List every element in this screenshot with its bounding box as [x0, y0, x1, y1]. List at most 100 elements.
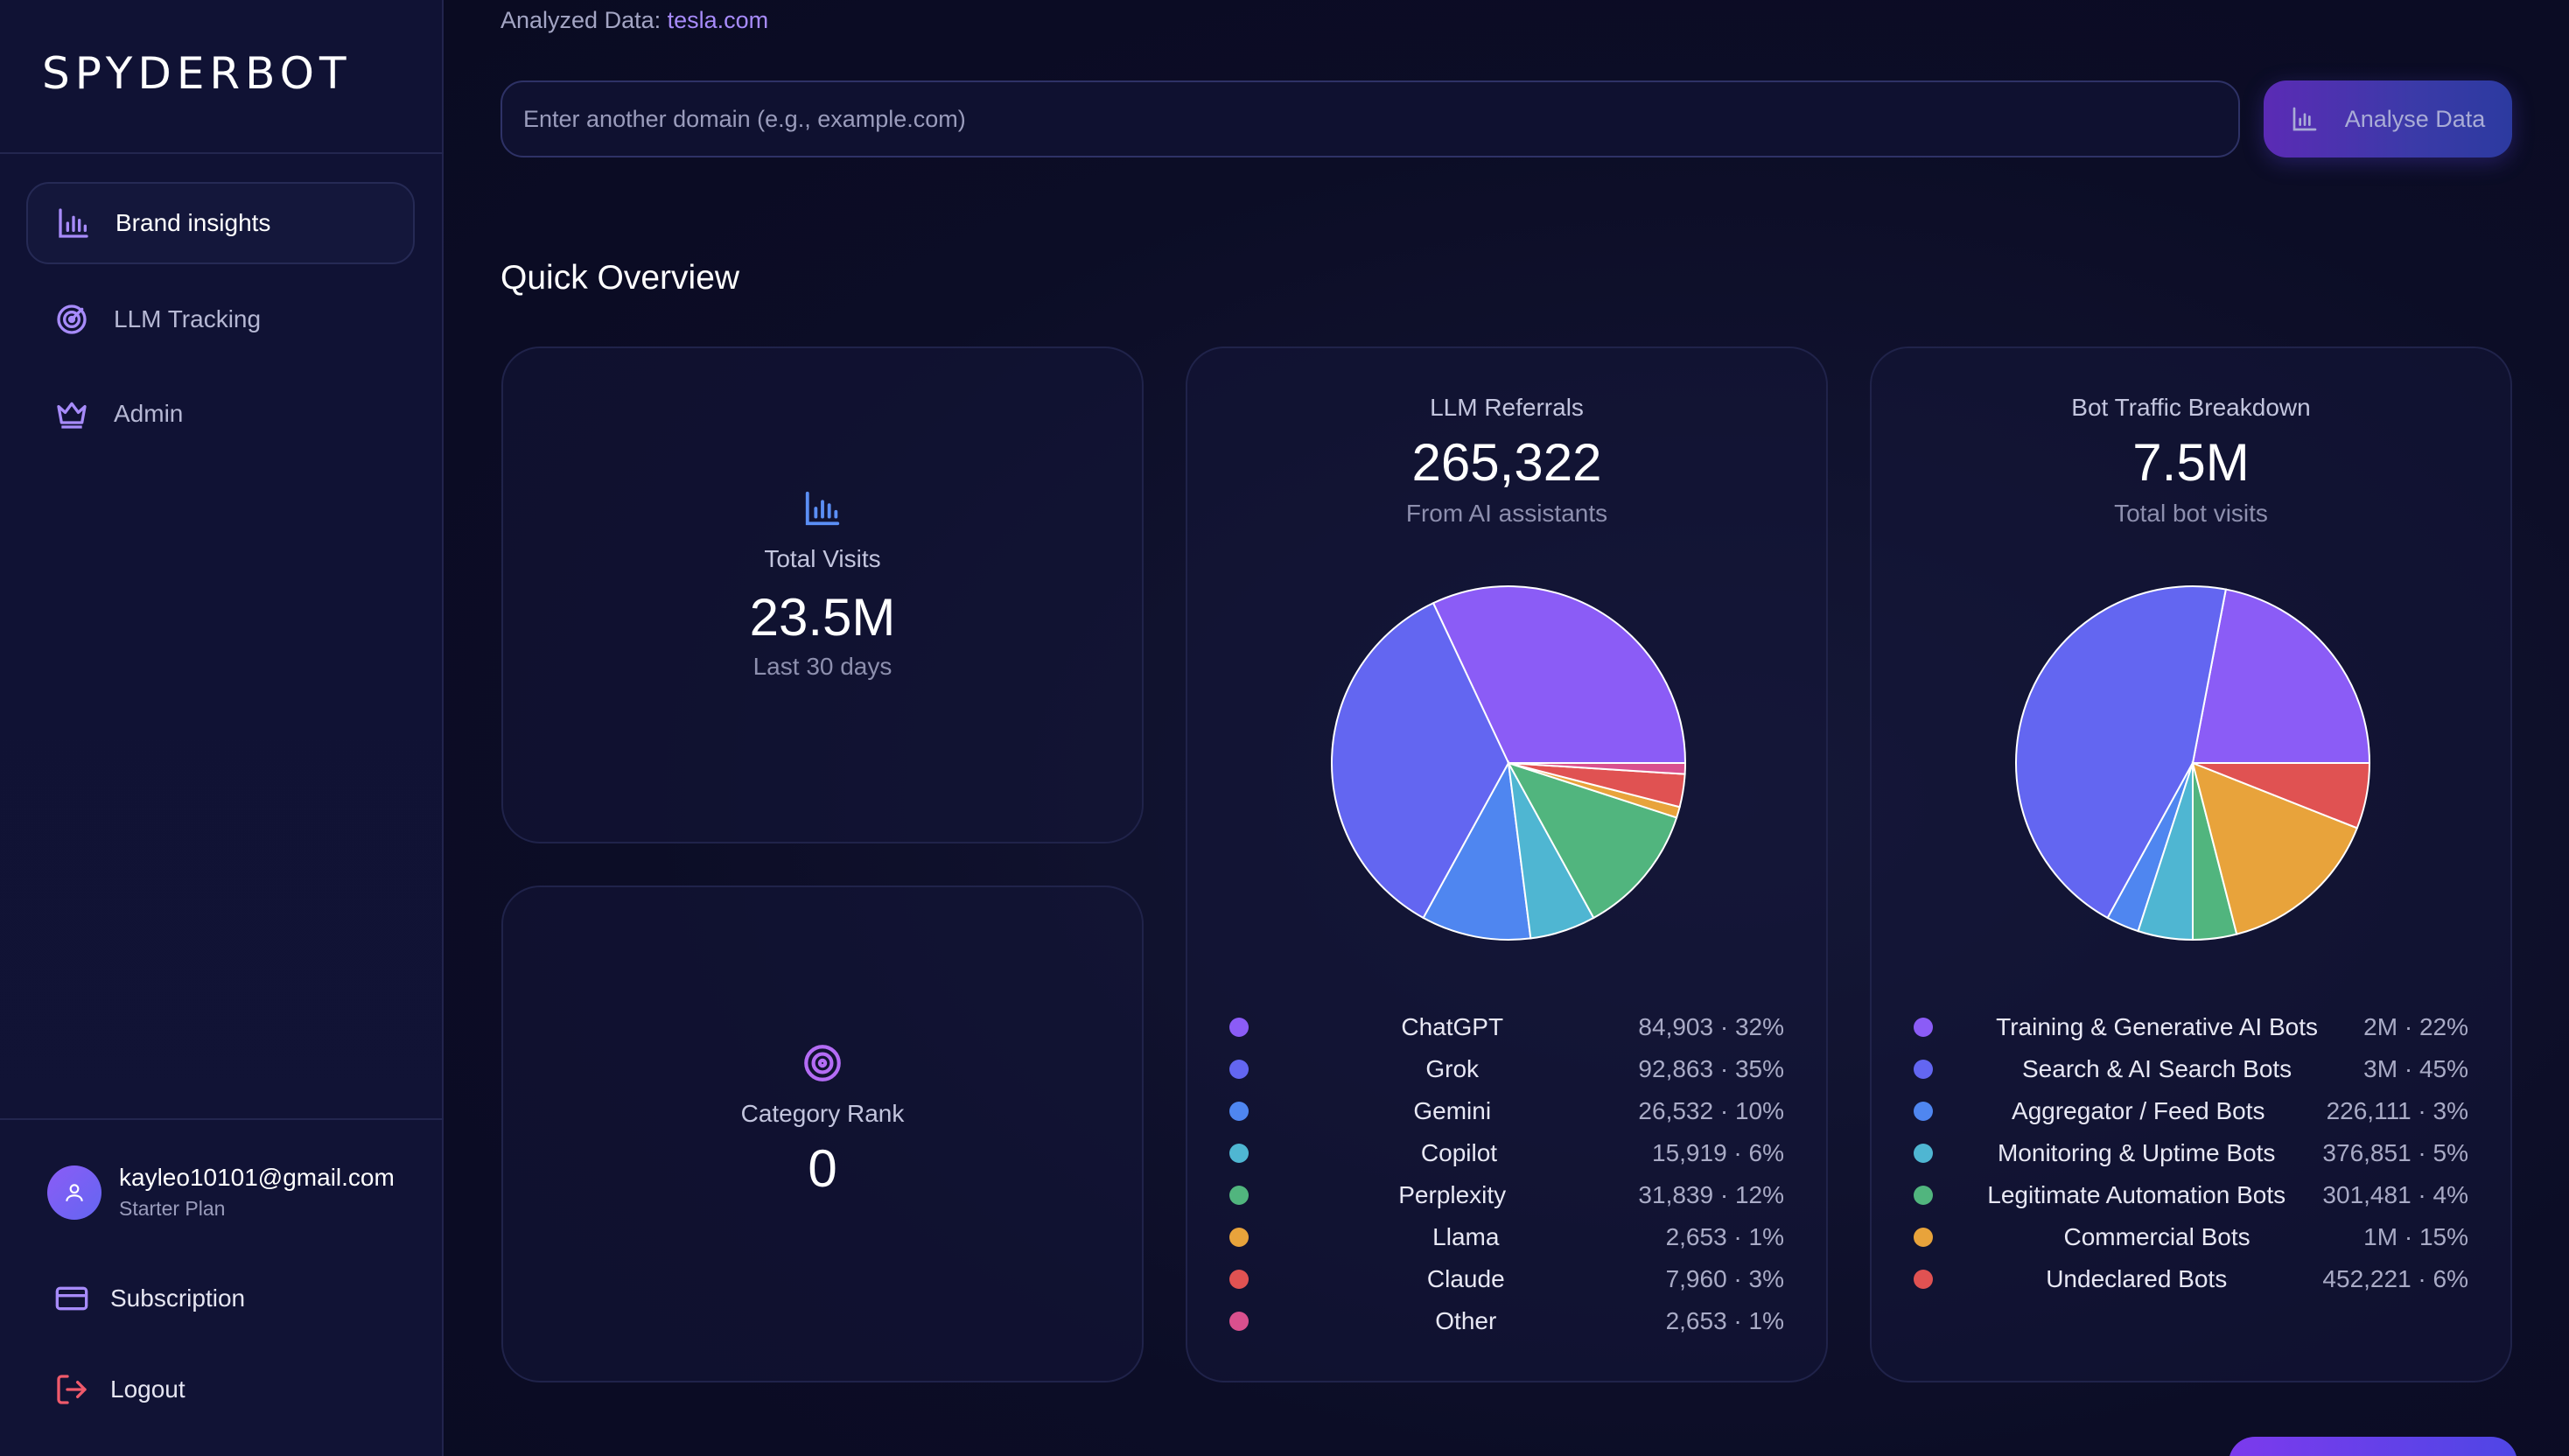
legend-swatch	[1914, 1144, 1933, 1163]
legend-item: Copilot 15,919 · 6%	[1229, 1132, 1784, 1174]
legend-label: Claude	[1426, 1265, 1505, 1292]
legend-value: 1M · 15%	[2363, 1223, 2468, 1250]
pie-slice[interactable]	[2192, 762, 2371, 830]
pie-slice[interactable]	[1508, 762, 1687, 775]
bar-chart-icon	[56, 206, 91, 241]
legend-label: ChatGPT	[1401, 1013, 1504, 1040]
legend-label: Llama	[1432, 1223, 1500, 1250]
sidebar-item-llm-tracking[interactable]: LLM Tracking	[26, 278, 415, 360]
sidebar-item-admin[interactable]: Admin	[26, 373, 415, 455]
legend-swatch	[1914, 1186, 1933, 1205]
analyzed-domain[interactable]: tesla.com	[667, 7, 769, 33]
legend-swatch	[1229, 1270, 1249, 1289]
legend-label: Commercial Bots	[2063, 1223, 2250, 1250]
user-plan: Starter Plan	[119, 1197, 226, 1220]
category-rank-value: 0	[808, 1139, 837, 1198]
logout-icon	[54, 1372, 89, 1407]
legend-item: Perplexity 31,839 · 12%	[1229, 1174, 1784, 1216]
category-rank-label: Category Rank	[740, 1100, 905, 1127]
chart-headline: 265,322	[1411, 433, 1602, 492]
legend-item: Grok 92,863 · 35%	[1229, 1048, 1784, 1090]
analyzed-label: Analyzed Data:	[500, 7, 662, 33]
credit-card-icon	[54, 1281, 89, 1316]
sidebar: SPYDERBOT Brand insights LLM Tracking Ad…	[0, 0, 444, 1456]
legend-value: 31,839 · 12%	[1638, 1181, 1784, 1208]
avatar	[47, 1165, 102, 1220]
sidebar-item-brand-insights[interactable]: Brand insights	[26, 182, 415, 264]
legend-value: 15,919 · 6%	[1652, 1139, 1784, 1166]
legend-swatch	[1914, 1060, 1933, 1079]
app-logo[interactable]: SPYDERBOT	[42, 48, 352, 99]
pie-slice[interactable]	[2015, 585, 2228, 920]
pie-slice[interactable]	[2191, 761, 2359, 935]
legend-swatch	[1914, 1102, 1933, 1121]
legend-item: Search & AI Search Bots 3M · 45%	[1914, 1048, 2468, 1090]
bottom-action-button[interactable]	[2229, 1437, 2517, 1456]
legend-swatch	[1914, 1270, 1933, 1289]
section-title: Quick Overview	[500, 259, 740, 297]
bot-traffic-legend: Training & Generative AI Bots 2M · 22% Sea…	[1914, 1006, 2468, 1300]
pie-slice[interactable]	[2191, 588, 2371, 764]
pie-slice[interactable]	[1331, 601, 1510, 920]
user-icon	[66, 1183, 83, 1201]
legend-item: Claude 7,960 · 3%	[1229, 1258, 1784, 1300]
legend-swatch	[1229, 1228, 1249, 1247]
legend-item: Legitimate Automation Bots 301,481 · 4%	[1914, 1174, 2468, 1216]
total-visits-sub: Last 30 days	[752, 653, 892, 680]
legend-value: 226,111 · 3%	[2326, 1097, 2468, 1124]
legend-label: Gemini	[1413, 1097, 1492, 1124]
user-profile[interactable]: kayleo10101@gmail.com Starter Plan	[47, 1164, 395, 1221]
legend-item: Llama 2,653 · 1%	[1229, 1216, 1784, 1258]
legend-value: 7,960 · 3%	[1665, 1265, 1784, 1292]
total-visits-label: Total Visits	[764, 545, 881, 572]
legend-value: 92,863 · 35%	[1638, 1055, 1784, 1082]
chart-headline: 7.5M	[2132, 433, 2250, 492]
bot-traffic-card: Bot Traffic Breakdown 7.5M Total bot vis…	[1870, 346, 2512, 1382]
llm-referrals-legend: ChatGPT 84,903 · 32% Grok 92,863 · 35% Gemin…	[1229, 1006, 1784, 1342]
logout-link[interactable]: Logout	[54, 1372, 186, 1407]
legend-item: Training & Generative AI Bots 2M · 22%	[1914, 1006, 2468, 1048]
bot-traffic-pie-chart	[2015, 585, 2371, 942]
llm-referrals-pie-chart	[1331, 585, 1687, 941]
sidebar-divider-bottom	[0, 1118, 444, 1120]
analyse-button-label: Analyse Data	[2344, 105, 2486, 132]
crown-icon	[54, 396, 89, 431]
legend-swatch	[1914, 1018, 1933, 1037]
legend-item: Gemini 26,532 · 10%	[1229, 1090, 1784, 1132]
pie-slice[interactable]	[1432, 585, 1687, 764]
legend-item: Aggregator / Feed Bots 226,111 · 3%	[1914, 1090, 2468, 1132]
legend-item: Monitoring & Uptime Bots 376,851 · 5%	[1914, 1132, 2468, 1174]
legend-item: Other 2,653 · 1%	[1229, 1300, 1784, 1342]
subscription-link[interactable]: Subscription	[54, 1281, 245, 1316]
legend-value: 2,653 · 1%	[1665, 1307, 1784, 1334]
legend-label: Undeclared Bots	[2046, 1265, 2228, 1292]
legend-value: 26,532 · 10%	[1638, 1097, 1784, 1124]
llm-referrals-card: LLM Referrals 265,322 From AI assistants…	[1186, 346, 1828, 1382]
legend-swatch	[1229, 1102, 1249, 1121]
category-rank-card: Category Rank 0	[501, 886, 1144, 1382]
legend-label: Search & AI Search Bots	[2022, 1055, 2292, 1082]
legend-swatch	[1914, 1228, 1933, 1247]
legend-label: Aggregator / Feed Bots	[2012, 1097, 2265, 1124]
legend-value: 376,851 · 5%	[2322, 1139, 2468, 1166]
legend-item: Undeclared Bots 452,221 · 6%	[1914, 1258, 2468, 1300]
legend-item: Commercial Bots 1M · 15%	[1914, 1216, 2468, 1258]
domain-search-input[interactable]	[500, 80, 2240, 158]
chart-title: LLM Referrals	[1430, 394, 1584, 421]
legend-value: 3M · 45%	[2363, 1055, 2468, 1082]
analyse-data-button[interactable]: Analyse Data	[2264, 80, 2512, 158]
legend-value: 2M · 22%	[2363, 1013, 2468, 1040]
target-icon	[503, 1041, 1142, 1089]
total-visits-card: Total Visits 23.5M Last 30 days	[501, 346, 1144, 844]
sidebar-item-label: Brand insights	[116, 209, 271, 236]
legend-label: Perplexity	[1398, 1181, 1507, 1208]
legend-label: Copilot	[1420, 1139, 1498, 1166]
bar-chart-icon	[503, 488, 1142, 533]
total-visits-value: 23.5M	[749, 588, 896, 647]
chart-title: Bot Traffic Breakdown	[2071, 394, 2311, 421]
legend-swatch	[1229, 1144, 1249, 1163]
legend-value: 452,221 · 6%	[2322, 1265, 2468, 1292]
pie-slice[interactable]	[1506, 761, 1678, 920]
pie-slice[interactable]	[1422, 760, 1532, 941]
legend-swatch	[1229, 1060, 1249, 1079]
